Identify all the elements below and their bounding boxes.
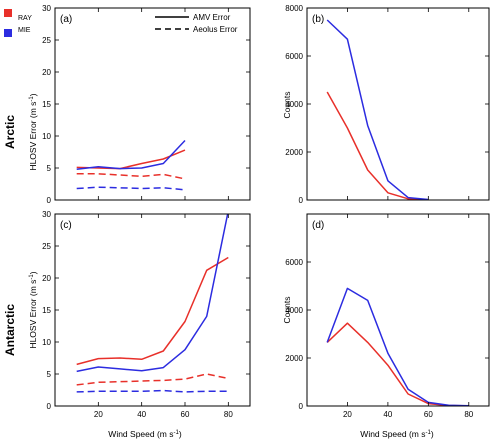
- x-tick-label: 60: [181, 410, 190, 419]
- series-line-d-mie-counts: [326, 287, 469, 406]
- xlabel-d: Wind Speed (m s-1): [360, 429, 434, 439]
- y-tick-label: 0: [47, 402, 52, 411]
- panel-label-a: (a): [60, 14, 72, 25]
- y-tick-label: 8000: [285, 4, 303, 13]
- xlabel-c: Wind Speed (m s-1): [108, 429, 182, 439]
- series-line-c-mie-aeolus-error: [76, 389, 229, 393]
- series-line-c-mie-amv-error: [76, 214, 229, 373]
- series-line-a-ray-aeolus-error: [76, 173, 186, 180]
- y-tick-label: 6000: [285, 258, 303, 267]
- y-tick-label: 20: [42, 274, 51, 283]
- y-tick-label: 0: [299, 402, 304, 411]
- color-legend: RAY MIE: [4, 9, 32, 37]
- series-line-b-mie-counts: [326, 19, 429, 200]
- style-legend: AMV Error Aeolus Error: [155, 13, 238, 34]
- row-label-arctic: Arctic: [3, 115, 17, 149]
- legend-label-amv-error: AMV Error: [193, 13, 231, 22]
- x-tick-label: 80: [464, 410, 473, 419]
- series-line-d-ray-counts: [326, 322, 469, 406]
- series-line-a-mie-amv-error: [76, 139, 186, 171]
- x-tick-label: 60: [424, 410, 433, 419]
- ylabel-counts-b: Counts: [282, 92, 292, 119]
- series-line-a-mie-aeolus-error: [76, 186, 186, 191]
- y-tick-label: 15: [42, 306, 51, 315]
- x-tick-label: 20: [94, 410, 103, 419]
- y-tick-label: 20: [42, 68, 51, 77]
- y-tick-label: 6000: [285, 52, 303, 61]
- x-tick-label: 20: [343, 410, 352, 419]
- y-tick-label: 10: [42, 132, 51, 141]
- panel-c: 20 40 60 80 0 5 10 15 20 25 30 (c): [42, 210, 251, 419]
- panel-label-d: (d): [312, 220, 324, 231]
- y-tick-label: 15: [42, 100, 51, 109]
- series-line-b-ray-counts: [326, 91, 429, 200]
- series-line-c-ray-aeolus-error: [76, 373, 229, 386]
- y-tick-label: 30: [42, 4, 51, 13]
- y-tick-label: 0: [47, 196, 52, 205]
- panel-d: 20 40 60 80 0 2000 4000 6000 (d): [285, 213, 490, 419]
- y-tick-label: 4000: [285, 306, 303, 315]
- plot-frame-d: [306, 213, 490, 407]
- ylabel-error-c: HLOSV Error (m s-1): [28, 271, 38, 348]
- y-tick-label: 2000: [285, 354, 303, 363]
- legend-label-aeolus-error: Aeolus Error: [193, 25, 238, 34]
- y-tick-label: 10: [42, 338, 51, 347]
- x-tick-label: 80: [224, 410, 233, 419]
- y-tick-label: 5: [47, 164, 52, 173]
- panel-a: 0 5 10 15 20 25 30 (a): [42, 4, 251, 205]
- y-tick-label: 25: [42, 242, 51, 251]
- y-tick-label: 4000: [285, 100, 303, 109]
- ylabel-error-a: HLOSV Error (m s-1): [28, 93, 38, 170]
- plot-frame-a: [54, 7, 251, 201]
- y-tick-label: 25: [42, 36, 51, 45]
- panel-label-b: (b): [312, 14, 324, 25]
- y-tick-label: 0: [299, 196, 304, 205]
- panel-label-c: (c): [60, 220, 72, 231]
- y-tick-label: 2000: [285, 148, 303, 157]
- y-tick-label: 5: [47, 370, 52, 379]
- legend-label-ray: RAY: [18, 15, 32, 22]
- y-tick-label: 30: [42, 210, 51, 219]
- row-label-antarctic: Antarctic: [3, 304, 17, 356]
- legend-swatch-mie: [4, 29, 12, 37]
- legend-swatch-ray: [4, 9, 12, 17]
- legend-label-mie: MIE: [18, 27, 31, 34]
- ylabel-counts-d: Counts: [282, 297, 292, 324]
- x-tick-label: 40: [383, 410, 392, 419]
- x-tick-label: 40: [137, 410, 146, 419]
- panel-b: 0 2000 4000 6000 8000 (b): [285, 4, 490, 205]
- series-line-c-ray-amv-error: [76, 256, 229, 366]
- series-line-a-ray-amv-error: [76, 149, 186, 170]
